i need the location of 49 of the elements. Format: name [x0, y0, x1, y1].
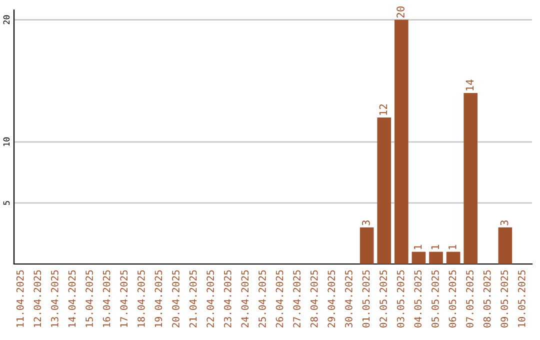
x-tick-label: 23.04.2025 — [224, 270, 232, 328]
x-tick-label: 03.05.2025 — [396, 270, 404, 328]
bar — [498, 227, 512, 264]
x-tick-label: 12.04.2025 — [34, 270, 42, 327]
bar — [360, 227, 374, 264]
x-tick-label: 29.04.2025 — [328, 270, 336, 328]
x-tick-label: 02.05.2025 — [380, 270, 387, 328]
x-tick-label: 01.05.2025 — [362, 270, 370, 328]
bar — [464, 93, 478, 264]
bar — [429, 252, 443, 264]
x-tick-label: 10.05.2025 — [518, 270, 526, 327]
y-tick-label: 5 — [3, 201, 10, 205]
data-label: 1 — [414, 244, 422, 250]
x-tick-label: 22.04.2025 — [206, 270, 214, 328]
x-tick-label: 14.04.2025 — [68, 270, 76, 327]
x-tick-label: 09.05.2025 — [500, 270, 508, 328]
x-tick-label: 28.04.2025 — [310, 270, 318, 328]
x-tick-label: 27.04.2025 — [293, 270, 300, 328]
x-tick-label: 07.05.2025 — [466, 270, 474, 328]
x-tick-label: 16.04.2025 — [102, 270, 110, 327]
data-label: 14 — [466, 80, 474, 90]
y-tick-label: 20 — [3, 15, 10, 24]
bar — [377, 117, 392, 264]
x-tick-label: 17.04.2025 — [120, 270, 128, 327]
x-tick-label: 18.04.2025 — [137, 270, 145, 327]
y-tick-label: 10 — [3, 137, 10, 146]
x-tick-label: 19.04.2025 — [154, 270, 162, 327]
x-tick-label: 24.04.2025 — [241, 270, 249, 328]
data-label: 3 — [500, 220, 508, 226]
x-tick-label: 13.04.2025 — [51, 270, 58, 327]
data-label: 1 — [431, 244, 439, 250]
x-tick-label: 08.05.2025 — [483, 270, 491, 328]
data-label: 20 — [396, 6, 404, 18]
x-tick-label: 21.04.2025 — [189, 270, 197, 328]
bar — [412, 252, 426, 264]
x-tick-label: 25.04.2025 — [258, 270, 266, 328]
x-tick-label: 05.05.2025 — [432, 270, 439, 328]
x-tick-label: 15.04.2025 — [86, 270, 93, 327]
x-tick-label: 11.04.2025 — [16, 270, 24, 327]
x-tick-label: 04.05.2025 — [414, 270, 422, 328]
data-label: 3 — [362, 220, 370, 226]
data-label: 1 — [448, 244, 456, 250]
x-tick-label: 30.04.2025 — [345, 270, 352, 328]
x-tick-label: 20.04.2025 — [172, 270, 180, 328]
data-label: 12 — [379, 104, 388, 115]
x-tick-label: 06.05.2025 — [448, 270, 456, 328]
bar — [394, 20, 408, 264]
x-tick-label: 26.04.2025 — [276, 270, 284, 328]
bar — [446, 252, 460, 264]
